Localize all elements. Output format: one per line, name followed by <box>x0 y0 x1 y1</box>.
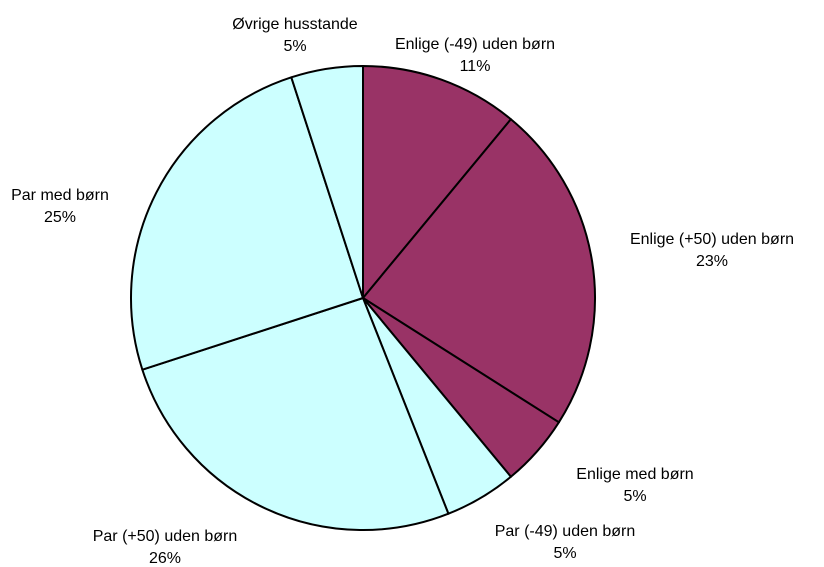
slice-label: Enlige med børn <box>576 466 693 483</box>
slice-label: Enlige (+50) uden børn <box>630 231 794 248</box>
slice-value-label: 25% <box>44 209 76 226</box>
pie-slice <box>141 297 450 531</box>
slice-value-label: 23% <box>696 253 728 270</box>
slice-label: Par (+50) uden børn <box>93 528 238 545</box>
slice-value-label: 5% <box>283 38 306 55</box>
slice-value-label: 11% <box>460 58 491 75</box>
pie-slice <box>130 76 364 371</box>
slice-label: Par med børn <box>11 187 109 204</box>
slice-label: Enlige (-49) uden børn <box>395 36 555 53</box>
slice-label: Øvrige husstande <box>232 16 358 33</box>
pie-slice <box>290 65 364 299</box>
pie-slice <box>362 65 512 299</box>
pie-slice <box>362 118 596 424</box>
slice-value-label: 5% <box>623 488 646 505</box>
slice-value-label: 26% <box>149 550 181 567</box>
slice-value-label: 5% <box>553 545 576 562</box>
slice-label: Par (-49) uden børn <box>495 523 636 540</box>
